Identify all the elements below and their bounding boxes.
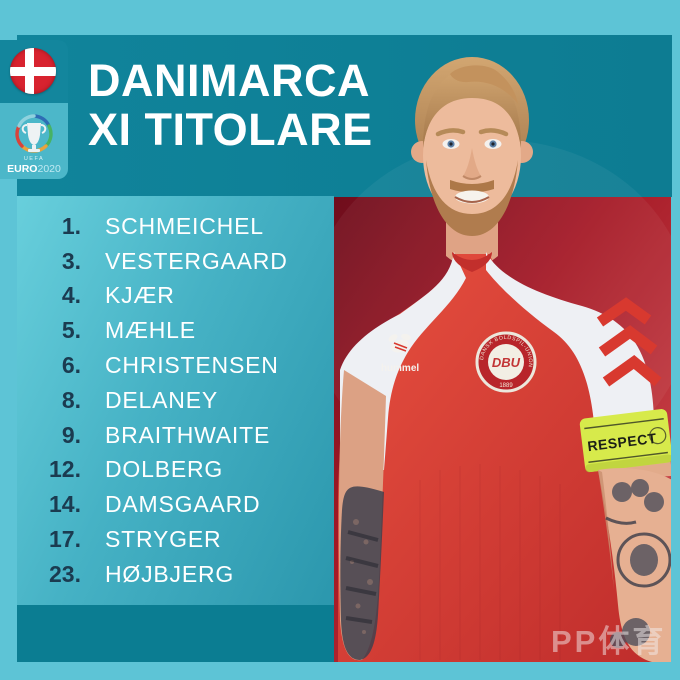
player-number: 23. [49,560,81,587]
bottom-band [17,605,334,662]
lineup-row: 4. KJÆR [17,279,334,314]
beard [426,160,518,236]
lineup-row: 5. MÆHLE [17,313,334,348]
title-line-1: DANIMARCA [88,55,370,106]
lineup-row: 9. BRAITHWAITE [17,418,334,453]
left-arm-tattoos [340,486,384,660]
title-line-2: XI TITOLARE [88,104,373,155]
header-band [17,35,672,197]
lineup-row: 14. DAMSGAARD [17,487,334,522]
flag-cross-horizontal [10,66,56,76]
player-number: 4. [61,282,81,309]
lineup-row: 6. CHRISTENSEN [17,348,334,383]
player-name: SCHMEICHEL [105,212,264,239]
lineup-row: 17. STRYGER [17,522,334,557]
captain-armband: RESPECT [579,409,671,473]
page-title: DANIMARCA XI TITOLARE [88,56,373,154]
uefa-label: UEFA [24,156,44,162]
player-name: HØJBJERG [105,560,235,587]
player-photo: DANSK BOLDSPIL-UNION DBU 1889 hummel [334,57,671,662]
denmark-flag-icon [10,48,56,94]
player-number: 1. [61,212,81,239]
dbu-crest: DANSK BOLDSPIL-UNION DBU 1889 [475,331,537,393]
sleeve-chevrons [596,297,662,387]
lineup-row: 1. SCHMEICHEL [17,209,334,244]
player-number: 9. [61,421,81,448]
pp-sports-watermark: PP体育 [551,624,667,659]
collar [452,252,492,272]
player-name: KJÆR [105,282,175,309]
player-number: 6. [61,352,81,379]
player-name: STRYGER [105,526,222,553]
crest-year-label: 1889 [499,383,513,389]
flag-tile [0,40,68,103]
player-simon-kjaer: DANSK BOLDSPIL-UNION DBU 1889 hummel [338,57,671,662]
player-name: CHRISTENSEN [105,352,279,379]
player-name: DOLBERG [105,456,224,483]
player-number: 12. [49,456,81,483]
euro2020-tile: UEFA EURO2020 [0,103,68,179]
player-name: DAMSGAARD [105,491,261,518]
right-arm-tattoos [605,479,671,648]
player-name: BRAITHWAITE [105,421,271,448]
player-number: 17. [49,526,81,553]
lineup-row: 3. VESTERGAARD [17,244,334,279]
player-number: 3. [61,247,81,274]
hummel-label: hummel [381,363,420,374]
hummel-logo: hummel [381,333,420,374]
player-number: 14. [49,491,81,518]
euro2020-logo: UEFA EURO2020 [7,114,61,175]
crest-dbu-label: DBU [492,355,521,370]
player-name: DELANEY [105,386,218,413]
player-number: 5. [61,317,81,344]
euro2020-label: EURO2020 [7,163,61,175]
lineup-list: 1. SCHMEICHEL 3. VESTERGAARD 4. KJÆR 5. MÆHL… [17,196,334,605]
jersey [338,254,654,662]
player-number: 8. [61,386,81,413]
player-name: VESTERGAARD [105,247,288,274]
euro2020-trophy-icon [15,114,53,153]
lineup-row: 23. HØJBJERG [17,557,334,592]
lineup-row: 8. DELANEY [17,383,334,418]
lineup-row: 12. DOLBERG [17,453,334,488]
player-name: MÆHLE [105,317,196,344]
